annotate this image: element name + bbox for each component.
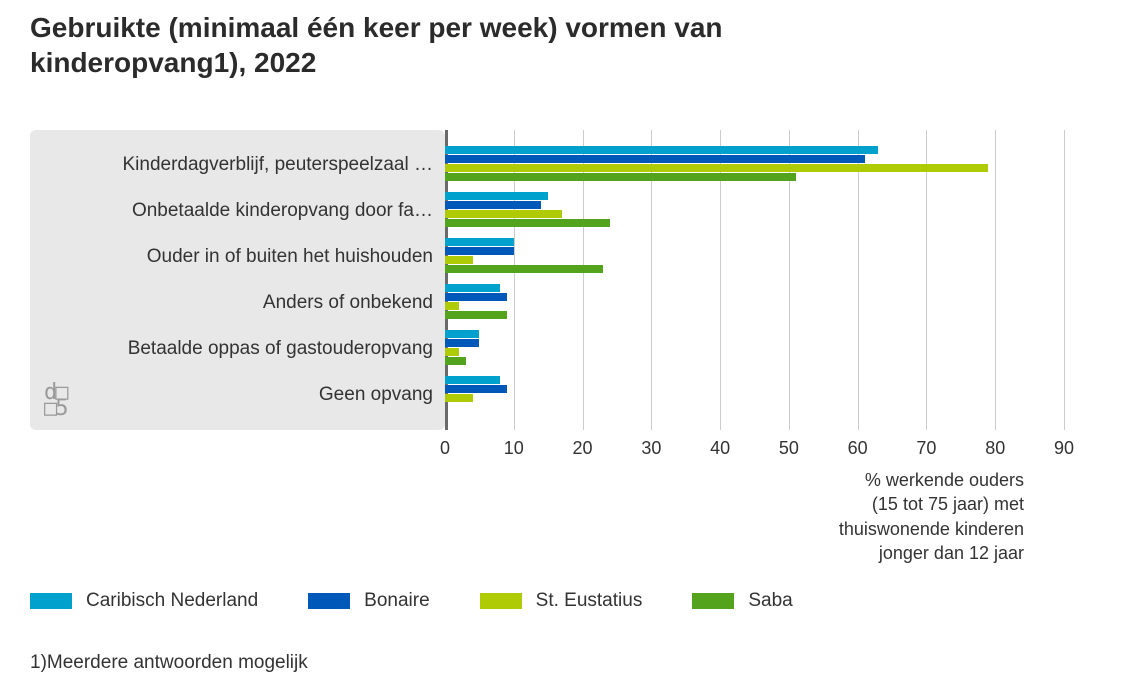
bar — [445, 210, 562, 218]
bar — [445, 385, 507, 393]
title-line-1: Gebruikte (minimaal één keer per week) v… — [30, 12, 723, 43]
x-tick-label: 80 — [985, 438, 1005, 459]
bar — [445, 192, 548, 200]
x-axis-caption: % werkende ouders(15 tot 75 jaar) metthu… — [839, 468, 1024, 565]
bar — [445, 394, 473, 402]
legend-label: Bonaire — [364, 590, 430, 612]
category-label: Ouder in of buiten het huishouden — [40, 234, 433, 280]
legend-item: Bonaire — [308, 590, 430, 612]
bar — [445, 284, 500, 292]
grid-line — [926, 130, 927, 430]
bar — [445, 311, 507, 319]
bar — [445, 330, 479, 338]
x-tick-label: 20 — [573, 438, 593, 459]
bar — [445, 201, 541, 209]
legend-swatch — [308, 593, 350, 609]
category-label: Betaalde oppas of gastouderopvang — [40, 326, 433, 372]
legend-swatch — [480, 593, 522, 609]
footnote: 1)Meerdere antwoorden mogelijk — [30, 652, 1094, 674]
plot-area: 0102030405060708090 — [445, 130, 1064, 430]
category-label: Onbetaalde kinderopvang door fa… — [40, 188, 433, 234]
legend-label: Caribisch Nederland — [86, 590, 258, 612]
x-tick-label: 30 — [641, 438, 661, 459]
bar — [445, 173, 796, 181]
bar — [445, 376, 500, 384]
category-labels-panel: d□□5 Kinderdagverblijf, peuterspeelzaal … — [30, 130, 445, 430]
grid-line — [858, 130, 859, 430]
x-tick-label: 90 — [1054, 438, 1074, 459]
legend-swatch — [692, 593, 734, 609]
bar — [445, 357, 466, 365]
x-tick-label: 70 — [916, 438, 936, 459]
legend-label: Saba — [748, 590, 792, 612]
legend: Caribisch Nederland Bonaire St. Eustatius S… — [30, 590, 1094, 612]
bar — [445, 146, 878, 154]
bar — [445, 164, 988, 172]
bar — [445, 339, 479, 347]
chart-title: Gebruikte (minimaal één keer per week) v… — [30, 0, 850, 80]
x-tick-label: 50 — [779, 438, 799, 459]
bar — [445, 238, 514, 246]
bar — [445, 155, 865, 163]
bar — [445, 293, 507, 301]
bar — [445, 265, 603, 273]
x-tick-label: 0 — [440, 438, 450, 459]
title-line-2: kinderopvang1), 2022 — [30, 47, 316, 78]
grid-line — [1064, 130, 1065, 430]
category-label: Geen opvang — [40, 372, 433, 418]
legend-item: St. Eustatius — [480, 590, 643, 612]
cbs-logo: d□□5 — [44, 385, 67, 416]
x-tick-label: 60 — [848, 438, 868, 459]
x-tick-label: 10 — [504, 438, 524, 459]
legend-item: Caribisch Nederland — [30, 590, 258, 612]
category-label: Anders of onbekend — [40, 280, 433, 326]
x-tick-label: 40 — [710, 438, 730, 459]
category-label: Kinderdagverblijf, peuterspeelzaal … — [40, 142, 433, 188]
bar — [445, 219, 610, 227]
bar — [445, 256, 473, 264]
bar — [445, 348, 459, 356]
bar — [445, 247, 514, 255]
legend-item: Saba — [692, 590, 792, 612]
bar — [445, 302, 459, 310]
grid-line — [995, 130, 996, 430]
plot-column: 0102030405060708090 % werkende ouders(15… — [445, 130, 1094, 430]
legend-label: St. Eustatius — [536, 590, 643, 612]
chart: d□□5 Kinderdagverblijf, peuterspeelzaal … — [30, 130, 1094, 430]
legend-swatch — [30, 593, 72, 609]
